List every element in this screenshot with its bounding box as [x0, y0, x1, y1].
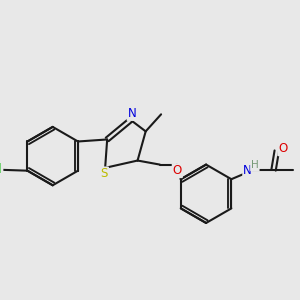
Text: O: O — [173, 164, 182, 177]
Text: H: H — [251, 160, 259, 170]
Text: O: O — [278, 142, 287, 155]
Text: S: S — [100, 167, 108, 180]
Text: N: N — [243, 164, 252, 177]
Text: Cl: Cl — [0, 164, 2, 176]
Text: N: N — [128, 107, 136, 120]
